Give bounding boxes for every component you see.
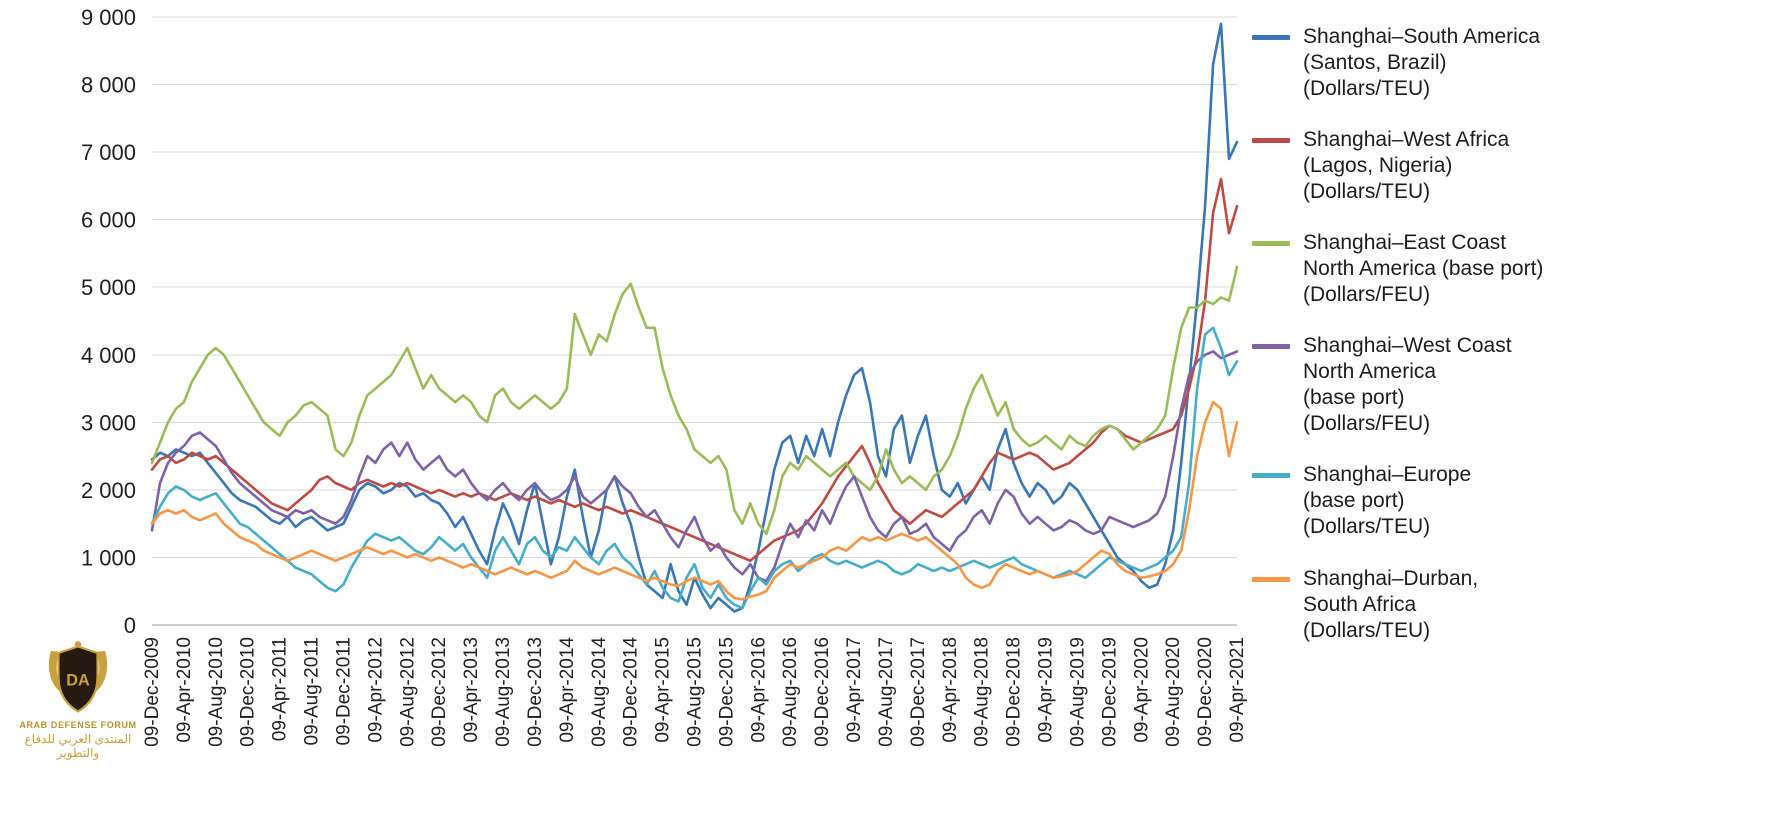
legend-swatch <box>1252 138 1290 144</box>
legend-label: Shanghai–West Africa (Lagos, Nigeria) (D… <box>1303 128 1510 204</box>
y-tick-label: 2 000 <box>81 478 136 503</box>
x-tick-label: 09-Dec-2019 <box>1099 637 1120 747</box>
x-tick-label: 09-Aug-2017 <box>876 637 897 747</box>
logo-title: ARAB DEFENSE FORUM <box>19 720 137 730</box>
x-tick-label: 09-Dec-2013 <box>525 637 546 747</box>
legend-swatch <box>1252 576 1290 582</box>
logo-monogram: DA <box>66 672 90 690</box>
legend-label: Shanghai–South America (Santos, Brazil) … <box>1303 25 1540 101</box>
legend-swatch <box>1252 241 1290 247</box>
x-tick-label: 09-Apr-2021 <box>1227 637 1248 743</box>
x-tick-label: 09-Apr-2014 <box>557 637 578 743</box>
series-line-shanghai-durban <box>150 400 1239 601</box>
x-tick-label: 09-Aug-2011 <box>302 637 323 745</box>
x-tick-label: 09-Dec-2020 <box>1195 637 1216 747</box>
y-tick-label: 4 000 <box>81 343 136 368</box>
series-lines <box>150 22 1239 613</box>
legend-label: Shanghai–East Coast North America (base … <box>1303 231 1544 307</box>
legend-item-west-coast-north-america: Shanghai–West Coast North America (base … <box>1252 333 1757 437</box>
x-tick-label: 09-Dec-2017 <box>908 637 929 747</box>
x-tick-label: 09-Apr-2016 <box>748 637 769 743</box>
x-tick-label: 09-Dec-2014 <box>621 637 642 747</box>
x-tick-label: 09-Apr-2011 <box>270 637 291 741</box>
y-tick-label: 6 000 <box>81 208 136 233</box>
series-line-shanghai-europe <box>150 326 1239 610</box>
y-tick-label: 5 000 <box>81 275 136 300</box>
x-tick-label: 09-Apr-2020 <box>1131 637 1152 743</box>
x-tick-label: 09-Aug-2019 <box>1067 637 1088 747</box>
y-tick-label: 3 000 <box>81 410 136 435</box>
legend-label: Shanghai–Europe (base port) (Dollars/TEU… <box>1303 463 1472 539</box>
series-line-shanghai-west-africa <box>150 177 1239 563</box>
x-tick-label: 09-Aug-2010 <box>206 637 227 747</box>
x-tick-label: 09-Dec-2018 <box>1004 637 1025 747</box>
legend-label: Shanghai–Durban, South Africa (Dollars/T… <box>1303 566 1479 642</box>
legend-swatch <box>1252 35 1290 40</box>
x-tick-label: 09-Aug-2016 <box>780 637 801 747</box>
x-tick-label: 09-Apr-2013 <box>461 637 482 743</box>
x-tick-label: 09-Aug-2015 <box>685 637 706 747</box>
y-tick-label: 9 000 <box>81 5 136 30</box>
legend-swatch <box>1252 473 1290 479</box>
series-line-shanghai-west-coast-north-america <box>150 350 1239 583</box>
x-tick-label: 09-Apr-2019 <box>1036 637 1057 743</box>
x-tick-label: 09-Dec-2009 <box>142 637 163 747</box>
x-tick-label: 09-Dec-2016 <box>812 637 833 747</box>
x-tick-label: 09-Dec-2015 <box>716 637 737 747</box>
y-axis-labels: 0 1 000 2 000 3 000 4 000 5 000 6 000 7 000 8 00… <box>81 5 136 638</box>
x-tick-label: 09-Apr-2018 <box>940 637 961 743</box>
legend-item-durban: Shanghai–Durban, South Africa (Dollars/T… <box>1252 566 1757 644</box>
legend-swatch <box>1252 344 1290 350</box>
legend-item-west-africa: Shanghai–West Africa (Lagos, Nigeria) (D… <box>1252 127 1757 205</box>
x-tick-label: 09-Aug-2020 <box>1163 637 1184 747</box>
x-axis-labels: 09-Dec-2009 09-Apr-2010 09-Aug-2010 09-Dec-… <box>142 637 1248 747</box>
x-tick-label: 09-Dec-2012 <box>429 637 450 747</box>
x-tick-label: 09-Aug-2014 <box>589 637 610 747</box>
x-tick-label: 09-Apr-2012 <box>365 637 386 743</box>
x-tick-label: 09-Aug-2013 <box>493 637 514 747</box>
y-tick-label: 7 000 <box>81 140 136 165</box>
y-tick-label: 8 000 <box>81 73 136 98</box>
legend-item-europe: Shanghai–Europe (base port) (Dollars/TEU… <box>1252 462 1757 540</box>
shield-wings-icon: DA <box>48 641 108 713</box>
y-tick-label: 1 000 <box>81 545 136 570</box>
x-tick-label: 09-Apr-2015 <box>653 637 674 743</box>
legend-label: Shanghai–West Coast North America (base … <box>1303 334 1512 436</box>
x-tick-label: 09-Dec-2010 <box>238 637 259 747</box>
legend-item-south-america: Shanghai–South America (Santos, Brazil) … <box>1252 24 1757 102</box>
arab-defense-forum-watermark: DA ARAB DEFENSE FORUM المنتدى العربي للد… <box>14 640 142 760</box>
x-tick-label: 09-Dec-2011 <box>333 637 354 745</box>
x-tick-label: 09-Aug-2012 <box>397 637 418 747</box>
x-tick-label: 09-Aug-2018 <box>972 637 993 747</box>
legend-item-east-coast-north-america: Shanghai–East Coast North America (base … <box>1252 230 1757 308</box>
chart-legend: Shanghai–South America (Santos, Brazil) … <box>1252 24 1757 644</box>
series-line-shanghai-east-coast-north-america <box>150 265 1239 536</box>
gridlines <box>152 16 1237 626</box>
x-tick-label: 09-Apr-2017 <box>844 637 865 743</box>
logo-arabic-text: المنتدى العربي للدفاع والتطوير <box>24 732 132 760</box>
y-tick-label: 0 <box>124 613 136 638</box>
x-tick-label: 09-Apr-2010 <box>174 637 195 743</box>
